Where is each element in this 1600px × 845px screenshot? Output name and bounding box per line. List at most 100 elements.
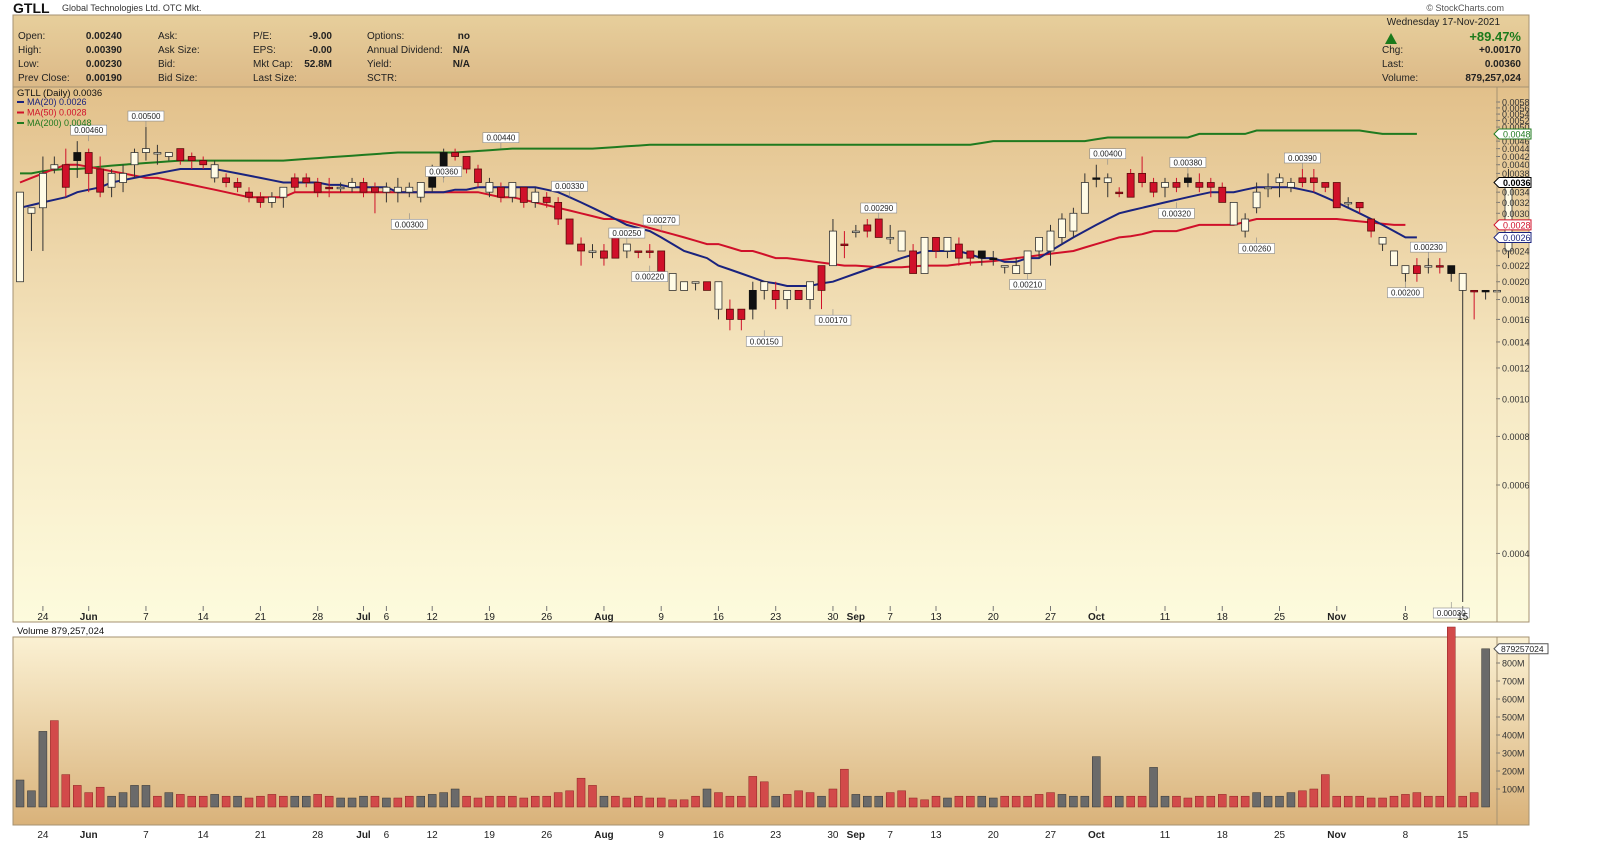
candle-body [703, 281, 711, 291]
candle-body [416, 182, 425, 198]
candle-body [302, 177, 311, 183]
vol-x-tick-label: 24 [37, 830, 49, 841]
vol-x-tick-label: 15 [1457, 830, 1469, 841]
volume-bar [324, 795, 334, 808]
annotation-box [1387, 287, 1424, 299]
candle-body [565, 218, 574, 245]
vol-x-tick-label: 7 [143, 830, 149, 841]
candle-body [1287, 182, 1295, 188]
volume-bar [347, 797, 357, 808]
volume-bar [1183, 797, 1193, 808]
annotation-box [1169, 157, 1207, 168]
volume-bar [1218, 794, 1227, 808]
quote-label: Ask: [158, 31, 178, 42]
candle-body [577, 243, 585, 252]
volume-bar [1458, 795, 1467, 808]
vol-x-tick-label: 28 [312, 830, 324, 841]
candle-body [1309, 177, 1318, 183]
candle-body [1218, 186, 1227, 203]
info-label: SCTR: [367, 73, 397, 84]
vol-x-tick-label: 19 [484, 830, 496, 841]
volume-bar [794, 790, 803, 808]
price-annotation: 0.00300 [395, 220, 424, 229]
x-tick-label: 11 [1160, 612, 1171, 623]
candle-body [600, 250, 608, 259]
candle-body [783, 289, 792, 300]
volume-bar [1034, 794, 1044, 808]
volume-bar [931, 795, 941, 808]
annotation-box [860, 202, 898, 214]
candle-body [1481, 289, 1490, 293]
vol-x-tick-label: 6 [384, 830, 390, 841]
candle-body [279, 186, 288, 198]
candle-body [645, 250, 654, 253]
y-tick-label: 0.0030 [1502, 209, 1530, 219]
annotation-box [1284, 152, 1321, 164]
volume-bar [473, 797, 483, 808]
candle-body [1195, 182, 1204, 188]
legend-label: MA(20) 0.0026 [27, 97, 87, 107]
volume-bar [405, 795, 414, 808]
volume-bar [565, 790, 574, 808]
volume-bar [851, 794, 861, 808]
x-tick-label: Jun [80, 612, 98, 623]
vol-x-tick-label: 7 [887, 830, 893, 841]
header-panel [12, 14, 1530, 88]
fundamental-value: -0.00 [309, 45, 332, 56]
source-credit[interactable]: © StockCharts.com [1426, 3, 1504, 13]
volume-bar [244, 797, 254, 808]
price-annotation: 0.00290 [864, 204, 893, 213]
volume-bar [576, 777, 586, 808]
volume-bar [27, 790, 36, 808]
price-annotation: 0.00440 [486, 134, 515, 143]
candle-body [977, 250, 986, 259]
quote-date: Wednesday 17-Nov-2021 [1386, 17, 1500, 28]
annotation-box [642, 214, 680, 226]
vol-x-tick-label: Aug [594, 830, 613, 841]
x-tick-label: 12 [427, 612, 439, 623]
volume-bar [519, 797, 529, 808]
candle-body [405, 186, 414, 193]
volume-bar [588, 785, 597, 808]
volume-bar [302, 795, 311, 808]
y-tick-label: 0.0058 [1502, 98, 1530, 108]
volume-bar [748, 776, 758, 808]
volume-bar [1240, 795, 1250, 808]
info-label: Annual Dividend: [367, 45, 443, 56]
volume-bar [954, 795, 964, 808]
candle-body [1046, 230, 1055, 252]
annotation-box [1238, 243, 1275, 254]
volume-bar [462, 795, 471, 808]
y-tick-label: 0.0024 [1502, 246, 1530, 256]
price-annotation: 0.00460 [74, 126, 103, 135]
vol-x-tick-label: 30 [827, 830, 839, 841]
annotation-box [127, 110, 165, 122]
fundamental-value: 52.8M [304, 59, 332, 70]
volume-bar [279, 795, 288, 808]
annotation-box [745, 336, 783, 347]
candle-body [325, 186, 334, 190]
y-tick-label: 0.0040 [1502, 160, 1530, 170]
info-value: N/A [452, 45, 470, 56]
volume-bar [531, 795, 540, 808]
candle-body [1332, 182, 1341, 209]
x-tick-label: 24 [37, 612, 49, 623]
vol-y-tick-label: 100M [1502, 785, 1525, 795]
volume-bar [782, 794, 792, 808]
candle-body [1390, 250, 1398, 267]
volume-bar [634, 795, 643, 808]
vol-x-tick-label: 25 [1274, 830, 1286, 841]
x-tick-label: Oct [1088, 612, 1105, 623]
candle-body [119, 172, 127, 183]
candle-body [737, 308, 746, 320]
candle-body [245, 191, 253, 198]
x-tick-label: 21 [255, 612, 267, 623]
volume-bar [1195, 795, 1204, 808]
candle-body [1103, 177, 1112, 183]
vol-y-tick-label: 700M [1502, 677, 1525, 687]
candle-body [1000, 265, 1009, 268]
volume-bar [210, 794, 219, 808]
volume-bar [439, 792, 448, 808]
y-tick-label: 0.0054 [1502, 110, 1530, 120]
candle-body [348, 182, 356, 188]
